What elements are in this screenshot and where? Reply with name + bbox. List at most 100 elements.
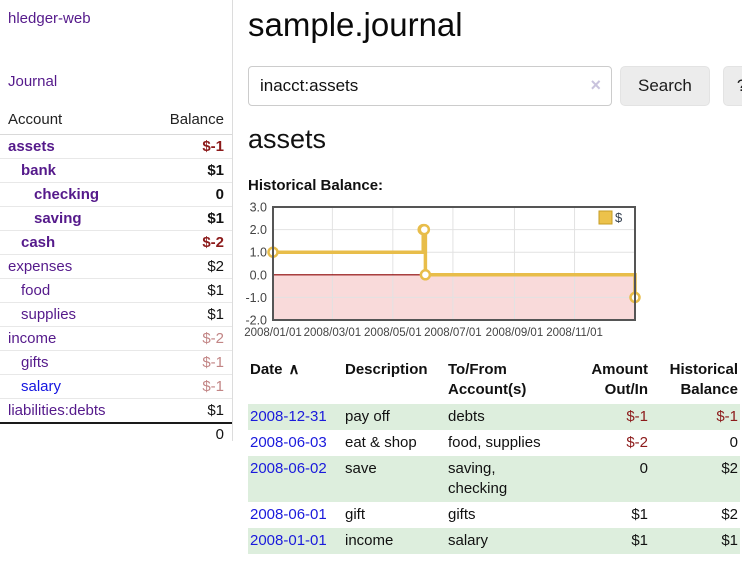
account-heading: assets bbox=[248, 124, 327, 154]
transactions-table: Date ∧ Description To/From Account(s) Amo… bbox=[248, 358, 740, 554]
account-link-liabilities-debts[interactable]: liabilities:debts bbox=[8, 402, 106, 419]
main-content: sample.journal × Search ? assets Histori… bbox=[233, 0, 742, 582]
sort-asc-icon: ∧ bbox=[288, 361, 300, 378]
transaction-amount: $1 bbox=[631, 532, 648, 549]
chart-title: Historical Balance: bbox=[248, 177, 384, 194]
accounts-header-account: Account bbox=[8, 111, 63, 128]
account-row: liabilities:debts $1 bbox=[0, 399, 232, 422]
account-link-saving[interactable]: saving bbox=[34, 210, 82, 227]
account-balance: 0 bbox=[215, 186, 224, 203]
transaction-row[interactable]: 2008-06-01 gift gifts $1 $2 bbox=[248, 502, 740, 528]
transaction-accounts: salary bbox=[448, 532, 489, 549]
svg-text:2008/11/01: 2008/11/01 bbox=[546, 327, 603, 339]
transaction-amount: $-2 bbox=[626, 434, 648, 451]
transaction-accounts: saving, checking bbox=[448, 460, 508, 497]
account-balance: $-1 bbox=[202, 354, 224, 371]
account-balance: $1 bbox=[207, 306, 224, 323]
search-button[interactable]: Search bbox=[620, 66, 710, 106]
account-row: checking 0 bbox=[0, 183, 232, 207]
transaction-amount: $1 bbox=[631, 506, 648, 523]
account-link-assets[interactable]: assets bbox=[8, 138, 55, 155]
svg-text:-2.0: -2.0 bbox=[245, 314, 267, 328]
account-row: salary $-1 bbox=[0, 375, 232, 399]
accounts-table: Account Balance assets $-1 bank $1 check… bbox=[0, 108, 232, 446]
account-balance: $1 bbox=[207, 210, 224, 227]
account-balance: $1 bbox=[207, 402, 224, 419]
account-balance: $-2 bbox=[202, 330, 224, 347]
account-row: assets $-1 bbox=[0, 135, 232, 159]
svg-text:3.0: 3.0 bbox=[250, 202, 267, 215]
transaction-amount: 0 bbox=[639, 460, 648, 477]
sidebar: hledger-web Journal Account Balance asse… bbox=[0, 0, 233, 443]
transaction-balance: $2 bbox=[721, 506, 738, 523]
svg-text:2008/09/01: 2008/09/01 bbox=[486, 327, 544, 339]
help-button[interactable]: ? bbox=[722, 66, 742, 106]
search-bar: × Search ? bbox=[248, 66, 742, 106]
transaction-accounts: debts bbox=[448, 408, 485, 425]
account-row: supplies $1 bbox=[0, 303, 232, 327]
account-row: expenses $2 bbox=[0, 255, 232, 279]
transaction-date-link[interactable]: 2008-06-03 bbox=[250, 434, 327, 451]
account-row: gifts $-1 bbox=[0, 351, 232, 375]
transaction-date-link[interactable]: 2008-06-01 bbox=[250, 506, 327, 523]
account-link-checking[interactable]: checking bbox=[34, 186, 100, 203]
svg-text:2008/01/01: 2008/01/01 bbox=[244, 327, 302, 339]
transactions-header-row: Date ∧ Description To/From Account(s) Amo… bbox=[248, 358, 740, 404]
account-balance: $1 bbox=[207, 282, 224, 299]
account-link-gifts[interactable]: gifts bbox=[21, 354, 49, 371]
column-header-accounts[interactable]: To/From Account(s) bbox=[448, 361, 527, 398]
accounts-total-value: 0 bbox=[215, 426, 224, 443]
svg-text:0.0: 0.0 bbox=[250, 268, 267, 282]
accounts-total-row: 0 bbox=[0, 422, 232, 446]
transaction-description: eat & shop bbox=[345, 434, 417, 451]
svg-text:2008/05/01: 2008/05/01 bbox=[364, 327, 422, 339]
svg-text:2008/03/01: 2008/03/01 bbox=[304, 327, 362, 339]
transaction-row[interactable]: 2008-06-02 save saving, checking 0 $2 bbox=[248, 456, 740, 502]
account-row: cash $-2 bbox=[0, 231, 232, 255]
account-link-bank[interactable]: bank bbox=[21, 162, 57, 179]
account-link-income[interactable]: income bbox=[8, 330, 57, 347]
column-header-balance[interactable]: Historical Balance bbox=[669, 361, 738, 398]
brand-link[interactable]: hledger-web bbox=[8, 10, 91, 27]
account-row: saving $1 bbox=[0, 207, 232, 231]
transaction-row[interactable]: 2008-12-31 pay off debts $-1 $-1 bbox=[248, 404, 740, 430]
account-balance: $-1 bbox=[202, 378, 224, 395]
transaction-balance: $-1 bbox=[716, 408, 738, 425]
account-link-cash[interactable]: cash bbox=[21, 234, 56, 251]
account-link-food[interactable]: food bbox=[21, 282, 51, 299]
transaction-balance: 0 bbox=[729, 434, 738, 451]
account-row: food $1 bbox=[0, 279, 232, 303]
account-link-supplies[interactable]: supplies bbox=[21, 306, 77, 323]
account-link-expenses[interactable]: expenses bbox=[8, 258, 73, 275]
svg-text:-1.0: -1.0 bbox=[245, 291, 267, 305]
account-balance: $-1 bbox=[202, 138, 224, 155]
transaction-balance: $2 bbox=[721, 460, 738, 477]
transaction-accounts: food, supplies bbox=[448, 434, 541, 451]
transaction-row[interactable]: 2008-01-01 income salary $1 $1 bbox=[248, 528, 740, 554]
search-input[interactable] bbox=[248, 66, 612, 106]
transaction-description: pay off bbox=[345, 408, 390, 425]
transaction-amount: $-1 bbox=[626, 408, 648, 425]
transaction-date-link[interactable]: 2008-12-31 bbox=[250, 408, 327, 425]
column-header-description[interactable]: Description bbox=[345, 361, 428, 378]
svg-text:2.0: 2.0 bbox=[250, 223, 267, 237]
account-row: income $-2 bbox=[0, 327, 232, 351]
transaction-date-link[interactable]: 2008-01-01 bbox=[250, 532, 327, 549]
account-link-salary[interactable]: salary bbox=[21, 378, 62, 395]
search-input-wrap: × bbox=[248, 66, 612, 106]
transaction-accounts: gifts bbox=[448, 506, 476, 523]
transaction-description: gift bbox=[345, 506, 366, 523]
account-balance: $1 bbox=[207, 162, 224, 179]
clear-search-icon[interactable]: × bbox=[590, 75, 601, 95]
transaction-date-link[interactable]: 2008-06-02 bbox=[250, 460, 327, 477]
svg-text:1.0: 1.0 bbox=[250, 246, 267, 260]
svg-text:2008/07/01: 2008/07/01 bbox=[424, 327, 482, 339]
column-header-date[interactable]: Date ∧ bbox=[248, 358, 343, 404]
account-balance: $2 bbox=[207, 258, 224, 275]
page-title: sample.journal bbox=[248, 6, 463, 43]
sidebar-item-journal[interactable]: Journal bbox=[8, 73, 58, 90]
transaction-row[interactable]: 2008-06-03 eat & shop food, supplies $-2… bbox=[248, 430, 740, 456]
column-header-amount[interactable]: Amount Out/In bbox=[591, 361, 648, 398]
account-balance: $-2 bbox=[202, 234, 224, 251]
